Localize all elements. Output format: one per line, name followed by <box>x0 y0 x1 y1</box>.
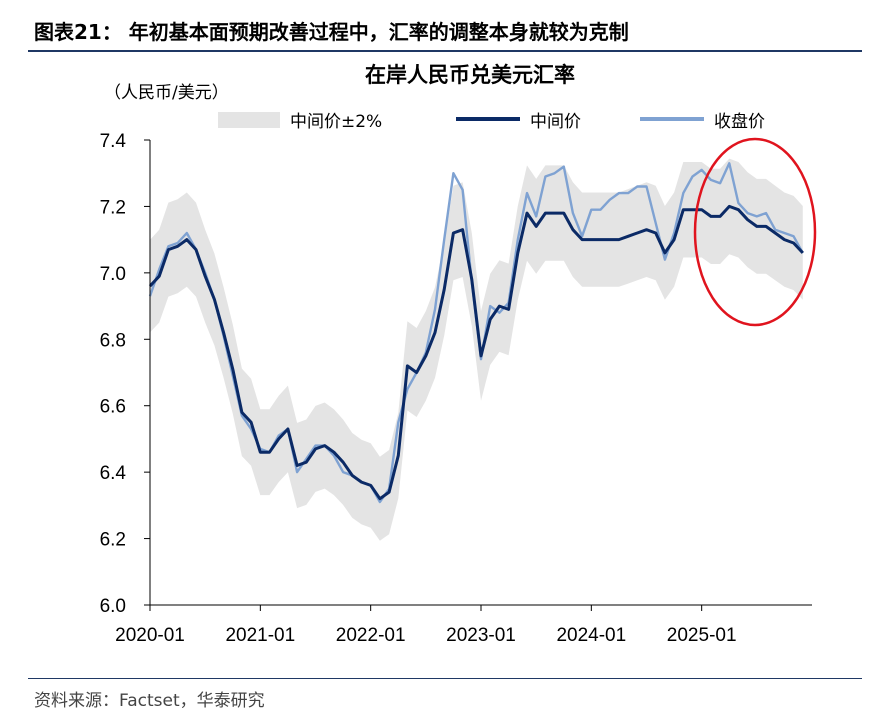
y-tick-label: 6.6 <box>100 397 126 418</box>
y-tick-label: 6.4 <box>100 463 127 484</box>
highlight-ellipse <box>693 137 817 327</box>
top-rule <box>28 50 862 52</box>
y-tick-label: 6.8 <box>100 330 126 351</box>
legend-label-band: 中间价±2% <box>290 112 382 132</box>
y-tick-label: 7.4 <box>100 131 127 152</box>
central-parity-line <box>148 204 804 501</box>
chart-title: 在岸人民币兑美元汇率 <box>365 63 575 87</box>
exchange-rate-chart: 在岸人民币兑美元汇率 （人民币/美元） 中间价±2% 中间价 收盘价 7.47.… <box>100 63 817 646</box>
x-tick-label: 2024-01 <box>556 625 626 646</box>
y-tick-label: 7.0 <box>100 264 126 285</box>
bottom-rule <box>28 678 862 679</box>
y-tick-label: 6.0 <box>100 596 126 617</box>
x-axis: 2020-01 2021-01 2022-01 2023-01 2024-01 2025-… <box>115 605 737 646</box>
source-note: 资料来源：Factset，华泰研究 <box>34 691 265 711</box>
legend-label-close: 收盘价 <box>714 112 765 132</box>
band-area <box>150 158 803 541</box>
figure-title: 图表21： 年初基本面预期改善过程中，汇率的调整本身就较为克制 <box>34 20 629 44</box>
legend-swatch-band <box>218 112 280 128</box>
y-unit-label: （人民币/美元） <box>104 83 229 103</box>
y-tick-label: 6.2 <box>100 530 126 551</box>
legend: 中间价±2% 中间价 收盘价 <box>218 112 765 132</box>
x-tick-label: 2020-01 <box>115 625 185 646</box>
legend-label-mid: 中间价 <box>530 112 581 132</box>
x-tick-label: 2021-01 <box>225 625 295 646</box>
x-tick-label: 2025-01 <box>667 625 737 646</box>
y-tick-label: 7.2 <box>100 197 126 218</box>
x-tick-label: 2022-01 <box>336 625 406 646</box>
x-tick-label: 2023-01 <box>446 625 516 646</box>
y-axis: 7.4 7.2 7.0 6.8 6.6 6.4 6.2 6.0 <box>100 131 150 617</box>
